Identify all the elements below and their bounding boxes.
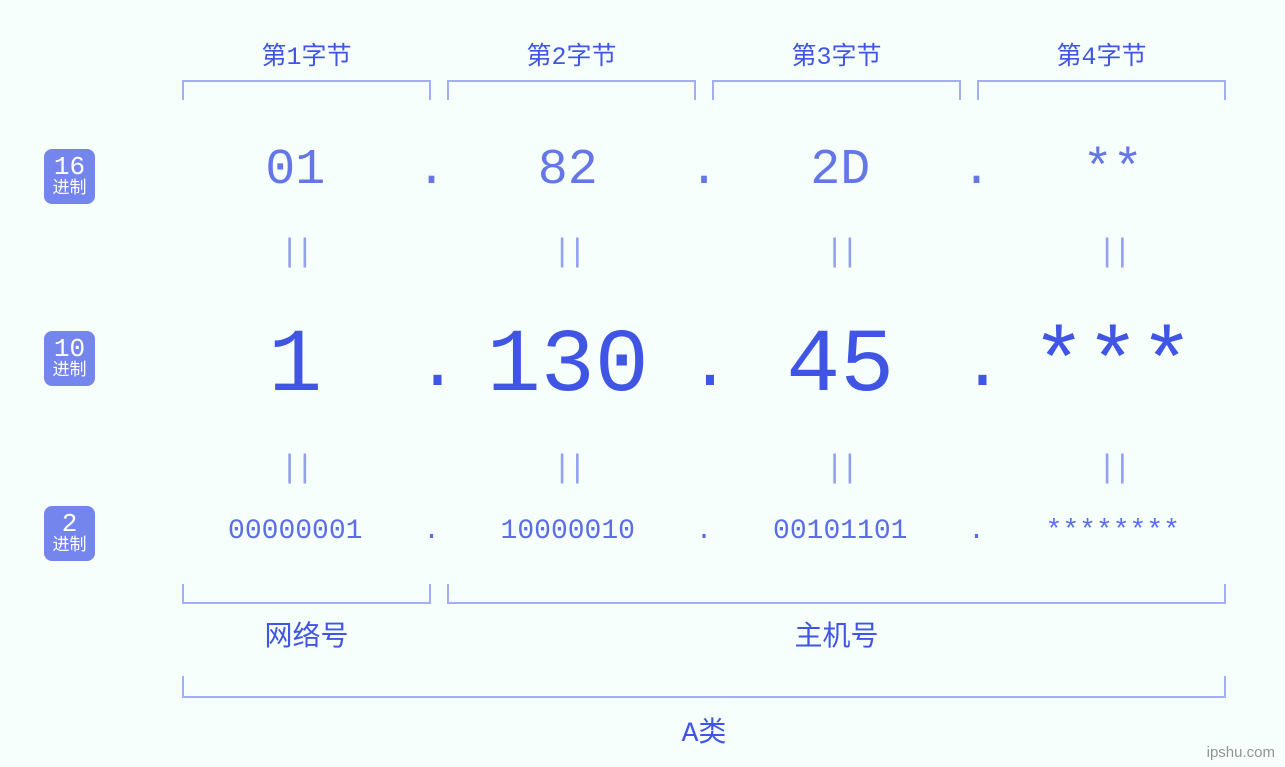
hex-cell-3: 2D bbox=[719, 142, 962, 199]
hex-cell-4: ** bbox=[992, 142, 1235, 199]
eq2-3: || bbox=[719, 450, 962, 487]
bin-cell-4: ******** bbox=[992, 516, 1235, 547]
eq1-3: || bbox=[719, 234, 962, 271]
byte-bracket-top-2 bbox=[447, 80, 696, 100]
bin-cell-1: 00000001 bbox=[174, 516, 417, 547]
dec-dot-1: . bbox=[417, 328, 447, 407]
bin-badge-num: 2 bbox=[62, 511, 78, 538]
network-label: 网络号 bbox=[264, 614, 348, 654]
dec-badge-num: 10 bbox=[54, 336, 85, 363]
byte-header-3: 第3字节 bbox=[704, 36, 969, 100]
bin-cell-3: 00101101 bbox=[719, 516, 962, 547]
equals-row-2: || || || || bbox=[174, 450, 1234, 487]
class-bracket-row: A类 bbox=[174, 676, 1234, 750]
class-label: A类 bbox=[682, 710, 727, 750]
hex-dot-3: . bbox=[962, 142, 992, 199]
bin-cell-2: 10000010 bbox=[447, 516, 690, 547]
eq1-4: || bbox=[992, 234, 1235, 271]
hex-cell-1: 01 bbox=[174, 142, 417, 199]
byte-headers-row: 第1字节 第2字节 第3字节 第4字节 bbox=[174, 36, 1234, 100]
bottom-brackets-row: 网络号 主机号 bbox=[174, 584, 1234, 654]
byte-header-2-label: 第2字节 bbox=[439, 36, 704, 72]
host-label: 主机号 bbox=[794, 614, 878, 654]
hex-badge: 16 进制 bbox=[44, 149, 95, 204]
dec-dot-2: . bbox=[689, 328, 719, 407]
bin-dot-2: . bbox=[689, 516, 719, 547]
byte-bracket-top-1 bbox=[182, 80, 431, 100]
dec-cell-1: 1 bbox=[174, 316, 417, 418]
class-bracket bbox=[182, 676, 1226, 698]
eq1-1: || bbox=[174, 234, 417, 271]
equals-row-1: || || || || bbox=[174, 234, 1234, 271]
dec-badge-label: 进制 bbox=[53, 363, 87, 381]
byte-bracket-top-4 bbox=[977, 80, 1226, 100]
hex-badge-num: 16 bbox=[54, 154, 85, 181]
watermark: ipshu.com bbox=[1207, 744, 1275, 761]
byte-header-4-label: 第4字节 bbox=[969, 36, 1234, 72]
byte-header-1-label: 第1字节 bbox=[174, 36, 439, 72]
hex-dot-2: . bbox=[689, 142, 719, 199]
dec-cell-2: 130 bbox=[447, 316, 690, 418]
hex-dot-1: . bbox=[417, 142, 447, 199]
dec-cell-3: 45 bbox=[719, 316, 962, 418]
bin-badge-label: 进制 bbox=[53, 538, 87, 556]
byte-header-4: 第4字节 bbox=[969, 36, 1234, 100]
byte-header-2: 第2字节 bbox=[439, 36, 704, 100]
byte-header-3-label: 第3字节 bbox=[704, 36, 969, 72]
bin-dot-1: . bbox=[417, 516, 447, 547]
network-group: 网络号 bbox=[174, 584, 439, 654]
hex-row: 01 . 82 . 2D . ** bbox=[174, 142, 1234, 199]
eq1-2: || bbox=[447, 234, 690, 271]
bin-row: 00000001 . 10000010 . 00101101 . *******… bbox=[174, 516, 1234, 547]
eq2-2: || bbox=[447, 450, 690, 487]
hex-cell-2: 82 bbox=[447, 142, 690, 199]
hex-badge-label: 进制 bbox=[53, 181, 87, 199]
dec-cell-4: *** bbox=[992, 316, 1235, 418]
dec-dot-3: . bbox=[962, 328, 992, 407]
bin-dot-3: . bbox=[962, 516, 992, 547]
dec-row: 1 . 130 . 45 . *** bbox=[174, 316, 1234, 418]
host-bracket bbox=[447, 584, 1226, 604]
dec-badge: 10 进制 bbox=[44, 331, 95, 386]
eq2-4: || bbox=[992, 450, 1235, 487]
eq2-1: || bbox=[174, 450, 417, 487]
bin-badge: 2 进制 bbox=[44, 506, 95, 561]
network-bracket bbox=[182, 584, 431, 604]
byte-bracket-top-3 bbox=[712, 80, 961, 100]
byte-header-1: 第1字节 bbox=[174, 36, 439, 100]
host-group: 主机号 bbox=[439, 584, 1234, 654]
